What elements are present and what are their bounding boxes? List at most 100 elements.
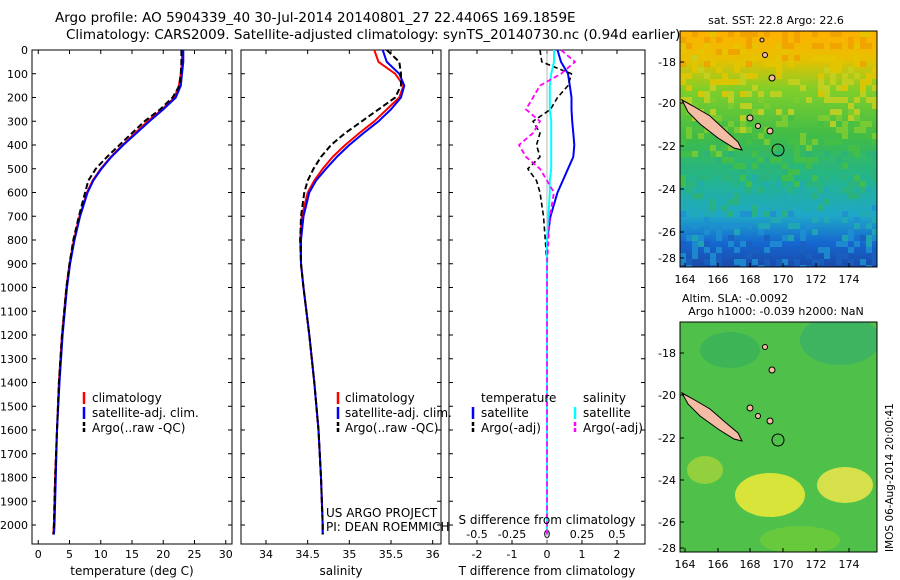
sst-pixel bbox=[686, 187, 692, 193]
sst-pixel bbox=[776, 259, 782, 265]
sst-pixel bbox=[722, 79, 728, 85]
lat-tick-label: -26 bbox=[658, 516, 676, 529]
temperature-legend: climatology satellite-adj. clim. Argo(..… bbox=[82, 391, 199, 435]
sst-pixel bbox=[830, 43, 836, 49]
sst-pixel bbox=[800, 187, 806, 193]
sst-pixel bbox=[758, 97, 764, 103]
sst-pixel bbox=[872, 139, 877, 145]
temperature-axes bbox=[31, 49, 233, 545]
sst-pixel bbox=[866, 121, 872, 127]
new-caledonia-island bbox=[680, 391, 743, 442]
sst-pixel bbox=[860, 223, 866, 229]
difference-x-ticks: -2 -1 0 1 2 bbox=[472, 50, 621, 561]
sst-pixel bbox=[704, 217, 710, 223]
sst-pixel bbox=[734, 181, 740, 187]
sst-pixel bbox=[686, 151, 692, 157]
sla-map bbox=[680, 322, 877, 552]
sst-pixel bbox=[758, 133, 764, 139]
sst-pixel bbox=[686, 181, 692, 187]
sst-pixel bbox=[818, 205, 824, 211]
lon-tick-label: 174 bbox=[839, 558, 860, 571]
sst-pixel bbox=[782, 31, 788, 37]
sst-pixel bbox=[788, 175, 794, 181]
sst-pixel bbox=[860, 43, 866, 49]
sst-pixel bbox=[854, 193, 860, 199]
sst-pixel bbox=[728, 199, 734, 205]
sst-pixel bbox=[716, 37, 722, 43]
sst-pixel bbox=[794, 157, 800, 163]
sst-pixel bbox=[794, 199, 800, 205]
sst-pixel bbox=[788, 139, 794, 145]
sst-pixel bbox=[788, 109, 794, 115]
sst-pixel bbox=[872, 67, 877, 73]
sst-pixel bbox=[872, 205, 877, 211]
sst-pixel bbox=[830, 109, 836, 115]
sst-pixel bbox=[872, 157, 877, 163]
sst-pixel bbox=[866, 223, 872, 229]
sst-pixel bbox=[770, 133, 776, 139]
sst-pixel bbox=[734, 199, 740, 205]
sst-pixel bbox=[788, 79, 794, 85]
sst-pixel bbox=[764, 61, 770, 67]
sst-pixel bbox=[716, 157, 722, 163]
vanuatu-island bbox=[762, 344, 768, 350]
loyalty-island bbox=[746, 114, 754, 122]
sst-pixel bbox=[728, 241, 734, 247]
legend-label-climatology: climatology bbox=[92, 391, 162, 405]
sst-map bbox=[680, 31, 877, 267]
x-tick-label: 34 bbox=[259, 548, 273, 561]
sst-pixel bbox=[782, 235, 788, 241]
sst-pixel bbox=[734, 247, 740, 253]
sst-pixel bbox=[776, 217, 782, 223]
sst-pixel bbox=[866, 79, 872, 85]
sst-pixel bbox=[680, 139, 686, 145]
sst-pixel bbox=[692, 181, 698, 187]
sst-pixel bbox=[782, 43, 788, 49]
sst-pixel bbox=[812, 217, 818, 223]
sst-pixel bbox=[764, 223, 770, 229]
sst-pixel bbox=[710, 109, 716, 115]
sst-pixel bbox=[740, 115, 746, 121]
legend-label-t-argo: Argo(-adj) bbox=[481, 421, 541, 435]
sst-pixel bbox=[752, 73, 758, 79]
sst-pixel bbox=[722, 223, 728, 229]
sst-pixel bbox=[680, 37, 686, 43]
salinity-series bbox=[299, 49, 406, 535]
sst-pixel bbox=[812, 31, 818, 37]
sst-pixel bbox=[860, 31, 866, 37]
sst-pixel bbox=[872, 253, 877, 259]
vanuatu-island bbox=[768, 74, 776, 82]
project-credit: US ARGO PROJECT bbox=[326, 506, 438, 520]
loyalty-island bbox=[755, 123, 761, 129]
sst-pixel bbox=[734, 223, 740, 229]
sst-pixel bbox=[710, 211, 716, 217]
sst-pixel bbox=[770, 241, 776, 247]
sst-pixel bbox=[716, 115, 722, 121]
sst-pixel bbox=[836, 67, 842, 73]
sst-pixel bbox=[854, 217, 860, 223]
sst-pixel bbox=[776, 151, 782, 157]
sla-anomaly bbox=[687, 456, 723, 484]
sst-pixel bbox=[866, 211, 872, 217]
depth-tick-label: 1700 bbox=[0, 448, 28, 461]
legend-label-t-satellite: satellite bbox=[481, 406, 529, 420]
sst-pixel bbox=[776, 61, 782, 67]
sst-pixel bbox=[836, 253, 842, 259]
sst-pixel bbox=[698, 181, 704, 187]
sst-pixel bbox=[716, 253, 722, 259]
lat-tick-label: -22 bbox=[658, 432, 676, 445]
sst-pixel bbox=[872, 259, 877, 265]
sst-pixel bbox=[722, 175, 728, 181]
sst-pixel bbox=[692, 55, 698, 61]
sst-pixel bbox=[746, 139, 752, 145]
sst-pixel bbox=[752, 205, 758, 211]
lon-tick-label: 172 bbox=[806, 273, 827, 286]
sst-pixel bbox=[800, 181, 806, 187]
sst-pixel bbox=[866, 235, 872, 241]
sst-pixel bbox=[866, 241, 872, 247]
sst-pixel bbox=[782, 37, 788, 43]
depth-tick-label: 1300 bbox=[0, 353, 28, 366]
sst-pixel bbox=[860, 235, 866, 241]
sst-pixel bbox=[830, 67, 836, 73]
sst-pixel bbox=[830, 31, 836, 37]
